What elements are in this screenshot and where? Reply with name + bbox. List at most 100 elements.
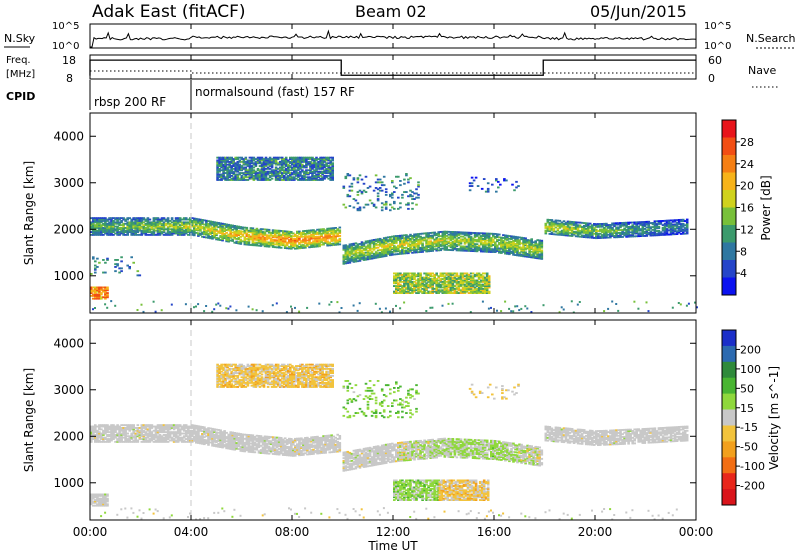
range-gate-cell (647, 220, 651, 223)
range-gate-cell (627, 231, 630, 234)
range-gate-cell (350, 182, 354, 185)
range-gate-cell (328, 233, 331, 236)
range-gate-cell (477, 232, 481, 235)
range-gate-cell (92, 432, 95, 435)
range-gate-cell (494, 235, 497, 238)
range-gate-cell (601, 236, 604, 239)
range-gate-cell (405, 279, 408, 282)
range-gate-cell (391, 252, 394, 255)
range-gate-cell (419, 232, 422, 235)
range-gate-cell (522, 237, 525, 239)
range-gate-cell (675, 230, 679, 233)
range-gate-cell (570, 230, 574, 233)
range-gate-cell (221, 231, 224, 233)
range-gate-cell (292, 243, 295, 246)
range-gate-cell (328, 237, 331, 240)
range-gate-cell (299, 170, 302, 173)
range-gate-cell (309, 177, 312, 180)
range-gate-cell (417, 278, 420, 280)
range-gate-cell (237, 234, 241, 236)
range-gate-cell (417, 290, 420, 293)
range-gate-cell (427, 240, 430, 243)
range-gate-cell (441, 230, 445, 233)
range-gate-cell (170, 221, 174, 224)
range-gate-cell (401, 244, 404, 247)
range-gate-cell (274, 177, 278, 180)
range-gate-cell (342, 262, 346, 265)
range-gate-cell (629, 228, 632, 231)
range-gate-cell (323, 174, 326, 177)
range-gate-cell (229, 235, 232, 238)
range-gate-cell (238, 163, 242, 166)
range-gate-cell (237, 241, 241, 243)
range-gate-cell (144, 231, 148, 233)
range-gate-cell (372, 189, 376, 192)
range-gate-cell (427, 250, 430, 253)
range-gate-cell (441, 272, 445, 275)
range-gate-cell (409, 278, 412, 280)
range-gate-cell (395, 280, 398, 283)
range-gate-cell (277, 246, 281, 249)
range-gate-cell (382, 242, 386, 245)
range-gate-cell (647, 225, 651, 227)
range-gate-cell (331, 172, 334, 174)
range-gate-cell (403, 240, 406, 242)
range-gate-cell (334, 242, 337, 245)
range-gate-cell (451, 285, 455, 287)
range-gate-cell (619, 233, 622, 236)
range-gate-cell (433, 279, 436, 282)
range-gate-cell (437, 245, 440, 248)
range-gate-cell (471, 232, 475, 234)
range-gate-cell (467, 249, 471, 252)
range-gate-cell (479, 243, 483, 246)
range-gate-cell (415, 240, 418, 243)
range-gate-cell (318, 237, 321, 239)
range-gate-cell (301, 156, 304, 159)
range-gate-cell (490, 232, 493, 235)
range-gate-cell (370, 250, 374, 253)
range-gate-cell (203, 236, 206, 239)
range-gate-cell (397, 244, 400, 247)
range-gate-cell (327, 166, 330, 169)
range-gate-cell (300, 235, 303, 238)
range-gate-cell (655, 227, 659, 230)
range-gate-cell (201, 233, 204, 235)
range-gate-cell (391, 244, 394, 246)
range-gate-cell (170, 303, 173, 306)
range-gate-cell (617, 227, 620, 230)
range-gate-cell (232, 173, 235, 176)
range-gate-cell (120, 220, 123, 222)
range-gate-cell (90, 233, 93, 236)
range-gate-cell (176, 229, 180, 232)
range-gate-cell (344, 249, 348, 252)
range-gate-cell (232, 170, 235, 173)
range-gate-cell (352, 244, 356, 247)
range-gate-cell (251, 231, 255, 234)
range-gate-cell (318, 245, 321, 248)
range-gate-cell (162, 233, 166, 236)
range-gate-cell (295, 158, 298, 160)
range-gate-cell (425, 279, 428, 282)
range-gate-cell (639, 224, 642, 226)
range-gate-cell (297, 169, 300, 172)
range-gate-cell (550, 231, 554, 234)
range-gate-cell (100, 424, 103, 427)
range-gate-cell (540, 256, 544, 259)
range-gate-cell (633, 221, 636, 224)
range-gate-cell (496, 250, 499, 252)
range-gate-cell (625, 231, 628, 234)
range-gate-cell (326, 232, 329, 234)
range-gate-cell (346, 255, 350, 257)
range-gate-cell (429, 234, 432, 237)
range-gate-cell (483, 279, 487, 282)
range-gate-cell (92, 434, 95, 436)
range-gate-cell (443, 248, 447, 251)
range-gate-cell (317, 158, 320, 160)
range-gate-cell (98, 436, 101, 439)
range-gate-cell (368, 241, 372, 244)
range-gate-cell (621, 230, 624, 233)
range-gate-cell (329, 177, 332, 180)
range-gate-cell (272, 172, 276, 174)
range-gate-cell (265, 242, 269, 245)
range-gate-cell (389, 244, 392, 247)
